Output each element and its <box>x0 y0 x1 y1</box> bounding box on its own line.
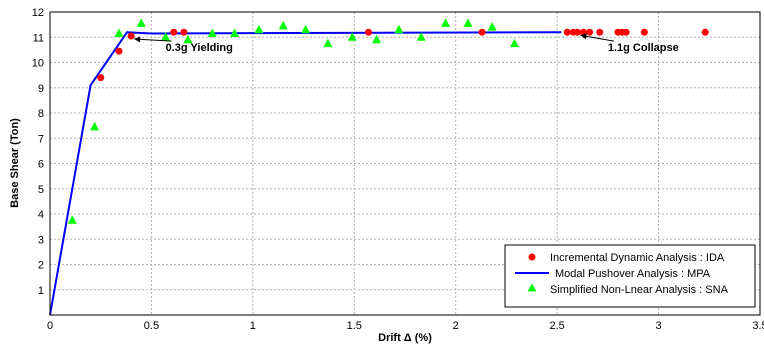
legend-ida-label: Incremental Dynamic Analysis : IDA <box>550 252 725 264</box>
ida-point <box>127 32 135 40</box>
y-tick-label: 10 <box>32 58 44 70</box>
y-tick-label: 9 <box>38 83 44 95</box>
x-tick-label: 2.5 <box>549 320 564 332</box>
sna-point <box>136 18 146 27</box>
y-tick-label: 7 <box>38 133 44 145</box>
sna-point <box>416 32 426 41</box>
sna-point <box>372 34 382 44</box>
legend-sna-marker <box>527 283 537 292</box>
ida-point <box>364 28 372 36</box>
x-tick-label: 3 <box>656 320 662 332</box>
annotation-arrowhead <box>580 33 587 40</box>
sna-point <box>487 22 497 31</box>
sna-point <box>323 38 333 48</box>
legend: Incremental Dynamic Analysis : IDA Modal… <box>504 244 756 308</box>
x-axis-label: Drift Δ (%) <box>378 332 432 344</box>
annotation-arrowhead <box>134 36 141 43</box>
x-tick-label: 1 <box>250 320 256 332</box>
y-tick-label: 3 <box>38 234 44 246</box>
ida-point <box>563 28 571 36</box>
sna-point <box>441 18 451 27</box>
x-tick-label: 2 <box>453 320 459 332</box>
annotation-arrow <box>134 38 172 42</box>
sna-point <box>67 215 77 224</box>
x-tick-label: 3.5 <box>752 320 764 332</box>
ida-point <box>115 47 123 55</box>
ida-point <box>180 28 188 36</box>
sna-point <box>90 121 100 131</box>
legend-ida-marker <box>528 253 536 261</box>
x-tick-label: 0 <box>47 320 53 332</box>
annotation-label: 0.3g Yielding <box>166 42 233 54</box>
legend-box <box>504 244 756 308</box>
ida-point <box>640 28 648 36</box>
plot-frame <box>49 11 761 316</box>
y-tick-label: 2 <box>38 260 44 272</box>
x-tick-label: 0.5 <box>144 320 159 332</box>
ida-point <box>586 28 594 36</box>
ida-point <box>97 74 105 82</box>
annotations: 0.3g Yielding 1.1g Collapse <box>134 33 679 54</box>
y-axis-label: Base Shear (Ton) <box>9 118 21 208</box>
sna-point <box>510 38 519 48</box>
sna-point <box>347 32 357 41</box>
sna-point <box>230 28 240 37</box>
annotation-label: 1.1g Collapse <box>608 42 679 54</box>
x-tick-label: 1.5 <box>347 320 362 332</box>
sna-point <box>114 28 124 37</box>
ida-point <box>622 28 630 36</box>
y-tick-label: 5 <box>38 184 44 196</box>
marker-series <box>67 18 709 224</box>
ida-point <box>573 28 581 36</box>
y-tick-label: 11 <box>33 32 44 44</box>
sna-point <box>254 24 264 34</box>
legend-mpa-label: Modal Pushover Analysis : MPA <box>555 268 711 280</box>
y-tick-label: 6 <box>38 159 44 171</box>
sna-point <box>161 32 171 41</box>
mpa-curve <box>49 31 562 316</box>
y-tick-label: 1 <box>38 285 44 297</box>
sna-point <box>301 24 311 34</box>
sna-point <box>278 20 288 30</box>
sna-point <box>183 34 193 44</box>
legend-sna-label: Simplified Non-Lnear Analysis : SNA <box>550 284 729 296</box>
sna-point <box>463 18 473 27</box>
y-tick-label: 8 <box>38 108 44 120</box>
sna-point <box>207 28 217 37</box>
y-tick-label: 4 <box>38 209 44 221</box>
ida-point <box>701 28 709 36</box>
ida-point <box>596 28 604 36</box>
mpa-series <box>49 31 562 316</box>
ida-point <box>478 28 486 36</box>
axis-ticks: 00.511.522.533.5123456789101112 <box>32 7 764 332</box>
y-tick-label: 12 <box>32 7 44 19</box>
sna-point <box>394 24 404 34</box>
ida-point <box>170 28 178 36</box>
